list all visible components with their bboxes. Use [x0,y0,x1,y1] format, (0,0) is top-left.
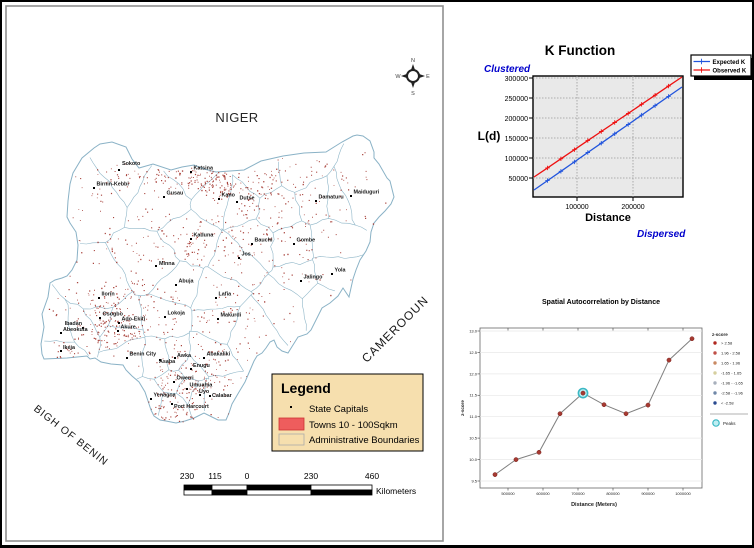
svg-text:900000: 900000 [641,491,655,496]
svg-text:Abakaliki: Abakaliki [207,352,231,358]
svg-text:Akure: Akure [121,325,136,331]
svg-text:Katsina: Katsina [194,166,214,172]
svg-text:Legend: Legend [281,380,331,396]
svg-text:NIGER: NIGER [215,110,258,125]
svg-text:460: 460 [365,471,379,481]
svg-text:Ibadan: Ibadan [65,321,82,327]
svg-text:N: N [411,58,415,64]
svg-text:Kano: Kano [222,193,236,199]
svg-text:Owerri: Owerri [177,376,195,382]
svg-text:Jalingo: Jalingo [304,275,324,281]
svg-text:Dutse: Dutse [240,196,255,202]
svg-text:Port Harcourt: Port Harcourt [174,404,209,410]
svg-text:11.0: 11.0 [470,414,478,419]
svg-text:115: 115 [208,471,222,481]
svg-text:12.5: 12.5 [469,350,478,355]
svg-text:200000: 200000 [621,204,644,211]
svg-text:Abeokuta: Abeokuta [63,327,89,333]
svg-text:250000: 250000 [505,96,528,103]
svg-text:Gusau: Gusau [167,191,184,197]
svg-text:Yola: Yola [335,268,347,274]
svg-text:Kilometers: Kilometers [376,486,416,496]
svg-text:230: 230 [304,471,318,481]
svg-text:Towns 10 - 100Sqkm: Towns 10 - 100Sqkm [309,420,398,431]
svg-text:13.0: 13.0 [469,328,478,333]
svg-text:700000: 700000 [571,491,585,496]
svg-text:State Capitals: State Capitals [309,404,368,415]
svg-text:Lokoja: Lokoja [168,311,186,317]
svg-text:Maiduguri: Maiduguri [354,190,380,196]
svg-text:Asaba: Asaba [159,359,176,365]
svg-text:Benin City: Benin City [130,352,157,358]
svg-text:Damaturu: Damaturu [319,195,344,201]
svg-text:Bauchi: Bauchi [255,238,273,244]
svg-text:z-score: z-score [460,400,465,416]
svg-text:10.0: 10.0 [469,457,478,462]
svg-text:9.5: 9.5 [471,478,477,483]
svg-text:500000: 500000 [501,491,515,496]
svg-text:Awka: Awka [177,353,192,359]
svg-text:z-score: z-score [712,332,728,337]
svg-text:Lafia: Lafia [219,292,233,298]
svg-text:1.65 - 1.96: 1.65 - 1.96 [721,361,741,366]
svg-text:Sokoto: Sokoto [122,161,141,167]
svg-text:Ilorin: Ilorin [102,292,115,298]
svg-text:600000: 600000 [536,491,550,496]
svg-text:-1.96 - -1.65: -1.96 - -1.65 [721,381,744,386]
svg-text:0: 0 [245,471,250,481]
svg-text:800000: 800000 [606,491,620,496]
svg-text:1000000: 1000000 [675,491,691,496]
svg-text:Abuja: Abuja [179,279,195,285]
svg-text:300000: 300000 [505,76,528,83]
svg-text:L(d): L(d) [478,129,501,143]
svg-text:-1.65 - 1.65: -1.65 - 1.65 [721,371,742,376]
svg-text:10.5: 10.5 [469,436,478,441]
svg-text:K Function: K Function [545,43,616,58]
svg-text:Administrative Boundaries: Administrative Boundaries [309,435,420,446]
svg-text:-2.58 - -1.96: -2.58 - -1.96 [721,391,744,396]
svg-text:Kaduna: Kaduna [194,233,215,239]
svg-text:Clustered: Clustered [484,64,531,75]
svg-text:< -2.58: < -2.58 [721,401,734,406]
svg-text:100000: 100000 [505,156,528,163]
svg-text:50000: 50000 [509,176,529,183]
svg-text:Spatial Autocorrelation by Dis: Spatial Autocorrelation by Distance [542,299,660,306]
svg-text:230: 230 [180,471,194,481]
svg-text:Calabar: Calabar [212,393,233,399]
svg-text:11.5: 11.5 [470,393,478,398]
svg-text:Makurdi: Makurdi [221,313,242,319]
svg-text:> 2.58: > 2.58 [721,341,733,346]
svg-text:Uyo: Uyo [199,389,210,395]
svg-text:Distance: Distance [585,212,631,224]
svg-text:Dispersed: Dispersed [637,229,686,240]
svg-text:Yenagoa: Yenagoa [154,393,177,399]
svg-text:W: W [395,74,401,80]
svg-text:12.0: 12.0 [469,371,478,376]
svg-text:1.96 - 2.58: 1.96 - 2.58 [721,351,741,356]
svg-text:Jos: Jos [242,252,251,258]
svg-text:Ikeja: Ikeja [63,345,76,351]
svg-text:100000: 100000 [565,204,588,211]
svg-text:S: S [411,91,415,97]
svg-text:Ado-Ekiti: Ado-Ekiti [122,317,146,323]
svg-text:Minna: Minna [159,261,176,267]
svg-text:Enugu: Enugu [193,363,210,369]
svg-text:Osogbo: Osogbo [103,312,124,318]
svg-text:150000: 150000 [505,136,528,143]
svg-text:Peaks: Peaks [723,421,736,426]
svg-text:Expected K: Expected K [713,60,746,66]
svg-text:E: E [426,74,430,80]
svg-text:Observed K: Observed K [713,68,747,74]
svg-text:Umuahia: Umuahia [190,383,214,389]
svg-text:Birnin-Kebbi: Birnin-Kebbi [97,182,130,188]
svg-text:Distance (Meters): Distance (Meters) [571,502,617,508]
svg-text:Gombe: Gombe [297,238,316,244]
svg-text:200000: 200000 [505,116,528,123]
